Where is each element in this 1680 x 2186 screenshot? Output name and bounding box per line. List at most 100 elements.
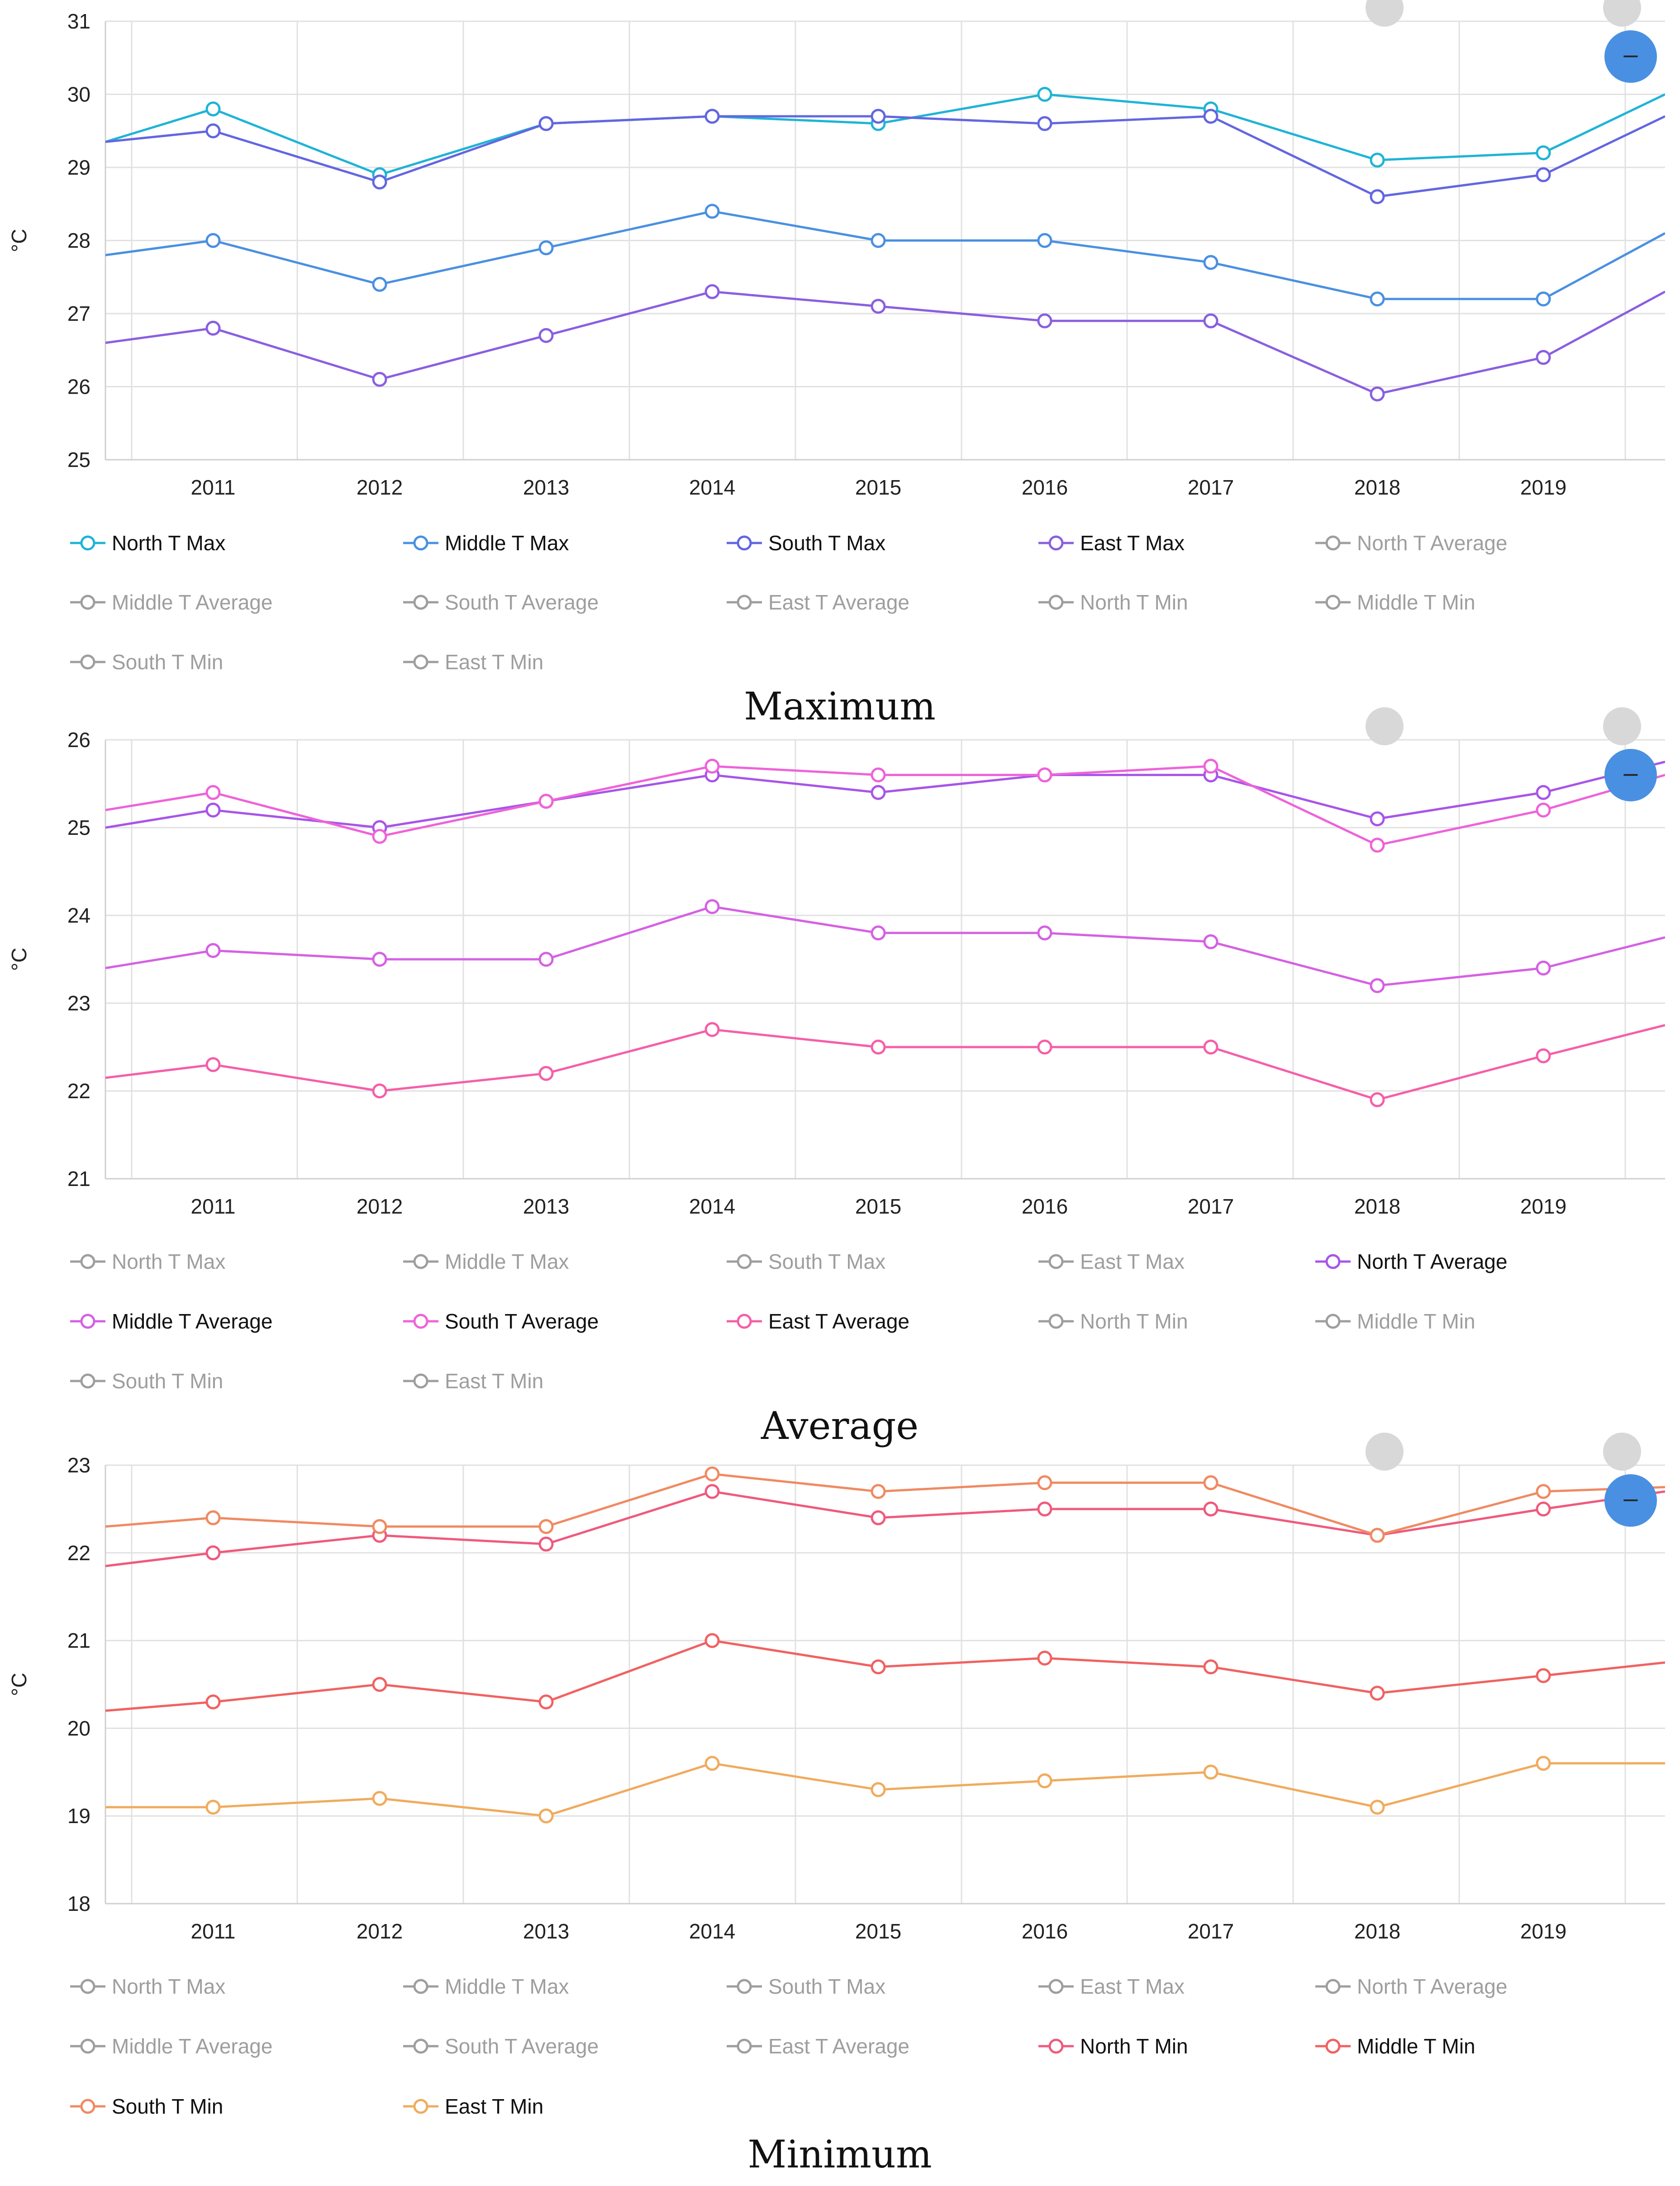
legend-item-north-t-min[interactable]: North T Min bbox=[1038, 2034, 1188, 2058]
legend-item-middle-t-average[interactable]: Middle T Average bbox=[70, 1310, 272, 1333]
legend-item-south-t-average[interactable]: South T Average bbox=[403, 591, 599, 614]
legend-label[interactable]: Middle T Max bbox=[445, 1250, 569, 1273]
legend-label[interactable]: East T Min bbox=[445, 650, 543, 674]
legend-label[interactable]: North T Min bbox=[1080, 591, 1188, 614]
legend-item-north-t-max[interactable]: North T Max bbox=[70, 1975, 225, 1998]
data-point[interactable] bbox=[205, 943, 221, 958]
data-point[interactable] bbox=[871, 233, 886, 248]
data-point[interactable] bbox=[871, 785, 886, 800]
data-point[interactable] bbox=[871, 1782, 886, 1797]
scroll-handle-icon[interactable] bbox=[1366, 707, 1404, 745]
legend-item-middle-t-max[interactable]: Middle T Max bbox=[403, 1250, 569, 1273]
legend-label[interactable]: Middle T Average bbox=[112, 591, 272, 614]
legend-item-middle-t-average[interactable]: Middle T Average bbox=[70, 591, 272, 614]
legend-label[interactable]: Middle T Average bbox=[112, 2034, 272, 2058]
legend-label[interactable]: North T Average bbox=[1357, 1975, 1507, 1998]
data-point[interactable] bbox=[538, 1066, 554, 1081]
legend-label[interactable]: Middle T Min bbox=[1357, 2034, 1475, 2058]
data-point[interactable] bbox=[704, 758, 720, 774]
data-point[interactable] bbox=[1370, 291, 1385, 307]
data-point[interactable] bbox=[1037, 767, 1052, 783]
data-point[interactable] bbox=[1536, 1484, 1551, 1499]
legend-item-south-t-max[interactable]: South T Max bbox=[727, 531, 885, 555]
legend-item-north-t-average[interactable]: North T Average bbox=[1315, 531, 1507, 555]
data-point[interactable] bbox=[1037, 233, 1052, 248]
data-point[interactable] bbox=[1536, 1756, 1551, 1771]
data-point[interactable] bbox=[1203, 1475, 1218, 1491]
legend-item-north-t-average[interactable]: North T Average bbox=[1315, 1250, 1507, 1273]
legend-label[interactable]: South T Min bbox=[112, 2095, 223, 2118]
legend-item-middle-t-min[interactable]: Middle T Min bbox=[1315, 591, 1475, 614]
data-point[interactable] bbox=[1370, 1800, 1385, 1815]
legend-label[interactable]: North T Min bbox=[1080, 2034, 1188, 2058]
legend-label[interactable]: North T Average bbox=[1357, 531, 1507, 555]
data-point[interactable] bbox=[1370, 189, 1385, 205]
legend-item-middle-t-max[interactable]: Middle T Max bbox=[403, 531, 569, 555]
data-point[interactable] bbox=[704, 899, 720, 914]
data-point[interactable] bbox=[372, 1083, 387, 1099]
data-point[interactable] bbox=[205, 1694, 221, 1710]
data-point[interactable] bbox=[372, 1519, 387, 1534]
zoom-out-button[interactable]: – bbox=[1604, 749, 1657, 801]
minus-icon[interactable]: – bbox=[1623, 758, 1638, 787]
legend-item-east-t-min[interactable]: East T Min bbox=[403, 1369, 543, 1393]
zoom-button-circle[interactable] bbox=[1604, 30, 1657, 83]
legend-item-east-t-min[interactable]: East T Min bbox=[403, 2095, 543, 2118]
legend-label[interactable]: East T Average bbox=[768, 1310, 909, 1333]
legend-label[interactable]: North T Max bbox=[112, 1250, 225, 1273]
data-point[interactable] bbox=[1536, 960, 1551, 976]
data-point[interactable] bbox=[871, 925, 886, 941]
data-point[interactable] bbox=[372, 1677, 387, 1692]
legend-label[interactable]: North T Min bbox=[1080, 1310, 1188, 1333]
legend-item-north-t-max[interactable]: North T Max bbox=[70, 531, 225, 555]
legend-item-east-t-average[interactable]: East T Average bbox=[727, 1310, 909, 1333]
data-point[interactable] bbox=[538, 952, 554, 967]
legend-label[interactable]: East T Max bbox=[1080, 531, 1185, 555]
data-point[interactable] bbox=[1203, 313, 1218, 329]
legend-item-east-t-max[interactable]: East T Max bbox=[1038, 1250, 1185, 1273]
minus-icon[interactable]: – bbox=[1623, 40, 1638, 68]
data-point[interactable] bbox=[1536, 350, 1551, 365]
legend-label[interactable]: Middle T Min bbox=[1357, 591, 1475, 614]
data-point[interactable] bbox=[1203, 1764, 1218, 1780]
legend-item-middle-t-min[interactable]: Middle T Min bbox=[1315, 2034, 1475, 2058]
legend-item-north-t-min[interactable]: North T Min bbox=[1038, 591, 1188, 614]
data-point[interactable] bbox=[205, 233, 221, 248]
legend-item-north-t-min[interactable]: North T Min bbox=[1038, 1310, 1188, 1333]
data-point[interactable] bbox=[538, 794, 554, 809]
data-point[interactable] bbox=[372, 1791, 387, 1806]
legend-item-south-t-max[interactable]: South T Max bbox=[727, 1975, 885, 1998]
data-point[interactable] bbox=[704, 1466, 720, 1481]
data-point[interactable] bbox=[1536, 802, 1551, 818]
data-point[interactable] bbox=[1370, 811, 1385, 827]
legend-item-east-t-average[interactable]: East T Average bbox=[727, 591, 909, 614]
data-point[interactable] bbox=[871, 767, 886, 783]
data-point[interactable] bbox=[1037, 1039, 1052, 1055]
legend-label[interactable]: North T Max bbox=[112, 531, 225, 555]
data-point[interactable] bbox=[1037, 87, 1052, 102]
data-point[interactable] bbox=[1536, 145, 1551, 161]
legend-item-south-t-min[interactable]: South T Min bbox=[70, 650, 223, 674]
legend-label[interactable]: East T Max bbox=[1080, 1975, 1185, 1998]
data-point[interactable] bbox=[704, 1756, 720, 1771]
legend-label[interactable]: East T Max bbox=[1080, 1250, 1185, 1273]
legend-item-east-t-max[interactable]: East T Max bbox=[1038, 531, 1185, 555]
legend-item-middle-t-max[interactable]: Middle T Max bbox=[403, 1975, 569, 1998]
data-point[interactable] bbox=[871, 1484, 886, 1499]
data-point[interactable] bbox=[1203, 1501, 1218, 1517]
legend-item-middle-t-min[interactable]: Middle T Min bbox=[1315, 1310, 1475, 1333]
data-point[interactable] bbox=[704, 1022, 720, 1037]
data-point[interactable] bbox=[1037, 1773, 1052, 1789]
legend-item-north-t-average[interactable]: North T Average bbox=[1315, 1975, 1507, 1998]
legend-label[interactable]: Middle T Max bbox=[445, 531, 569, 555]
legend-label[interactable]: Middle T Max bbox=[445, 1975, 569, 1998]
legend-label[interactable]: East T Average bbox=[768, 2034, 909, 2058]
data-point[interactable] bbox=[1536, 785, 1551, 800]
legend-label[interactable]: East T Average bbox=[768, 591, 909, 614]
data-point[interactable] bbox=[1037, 313, 1052, 329]
data-point[interactable] bbox=[1536, 291, 1551, 307]
data-point[interactable] bbox=[538, 1536, 554, 1552]
legend-label[interactable]: South T Min bbox=[112, 650, 223, 674]
data-point[interactable] bbox=[1370, 978, 1385, 993]
data-point[interactable] bbox=[1370, 152, 1385, 168]
